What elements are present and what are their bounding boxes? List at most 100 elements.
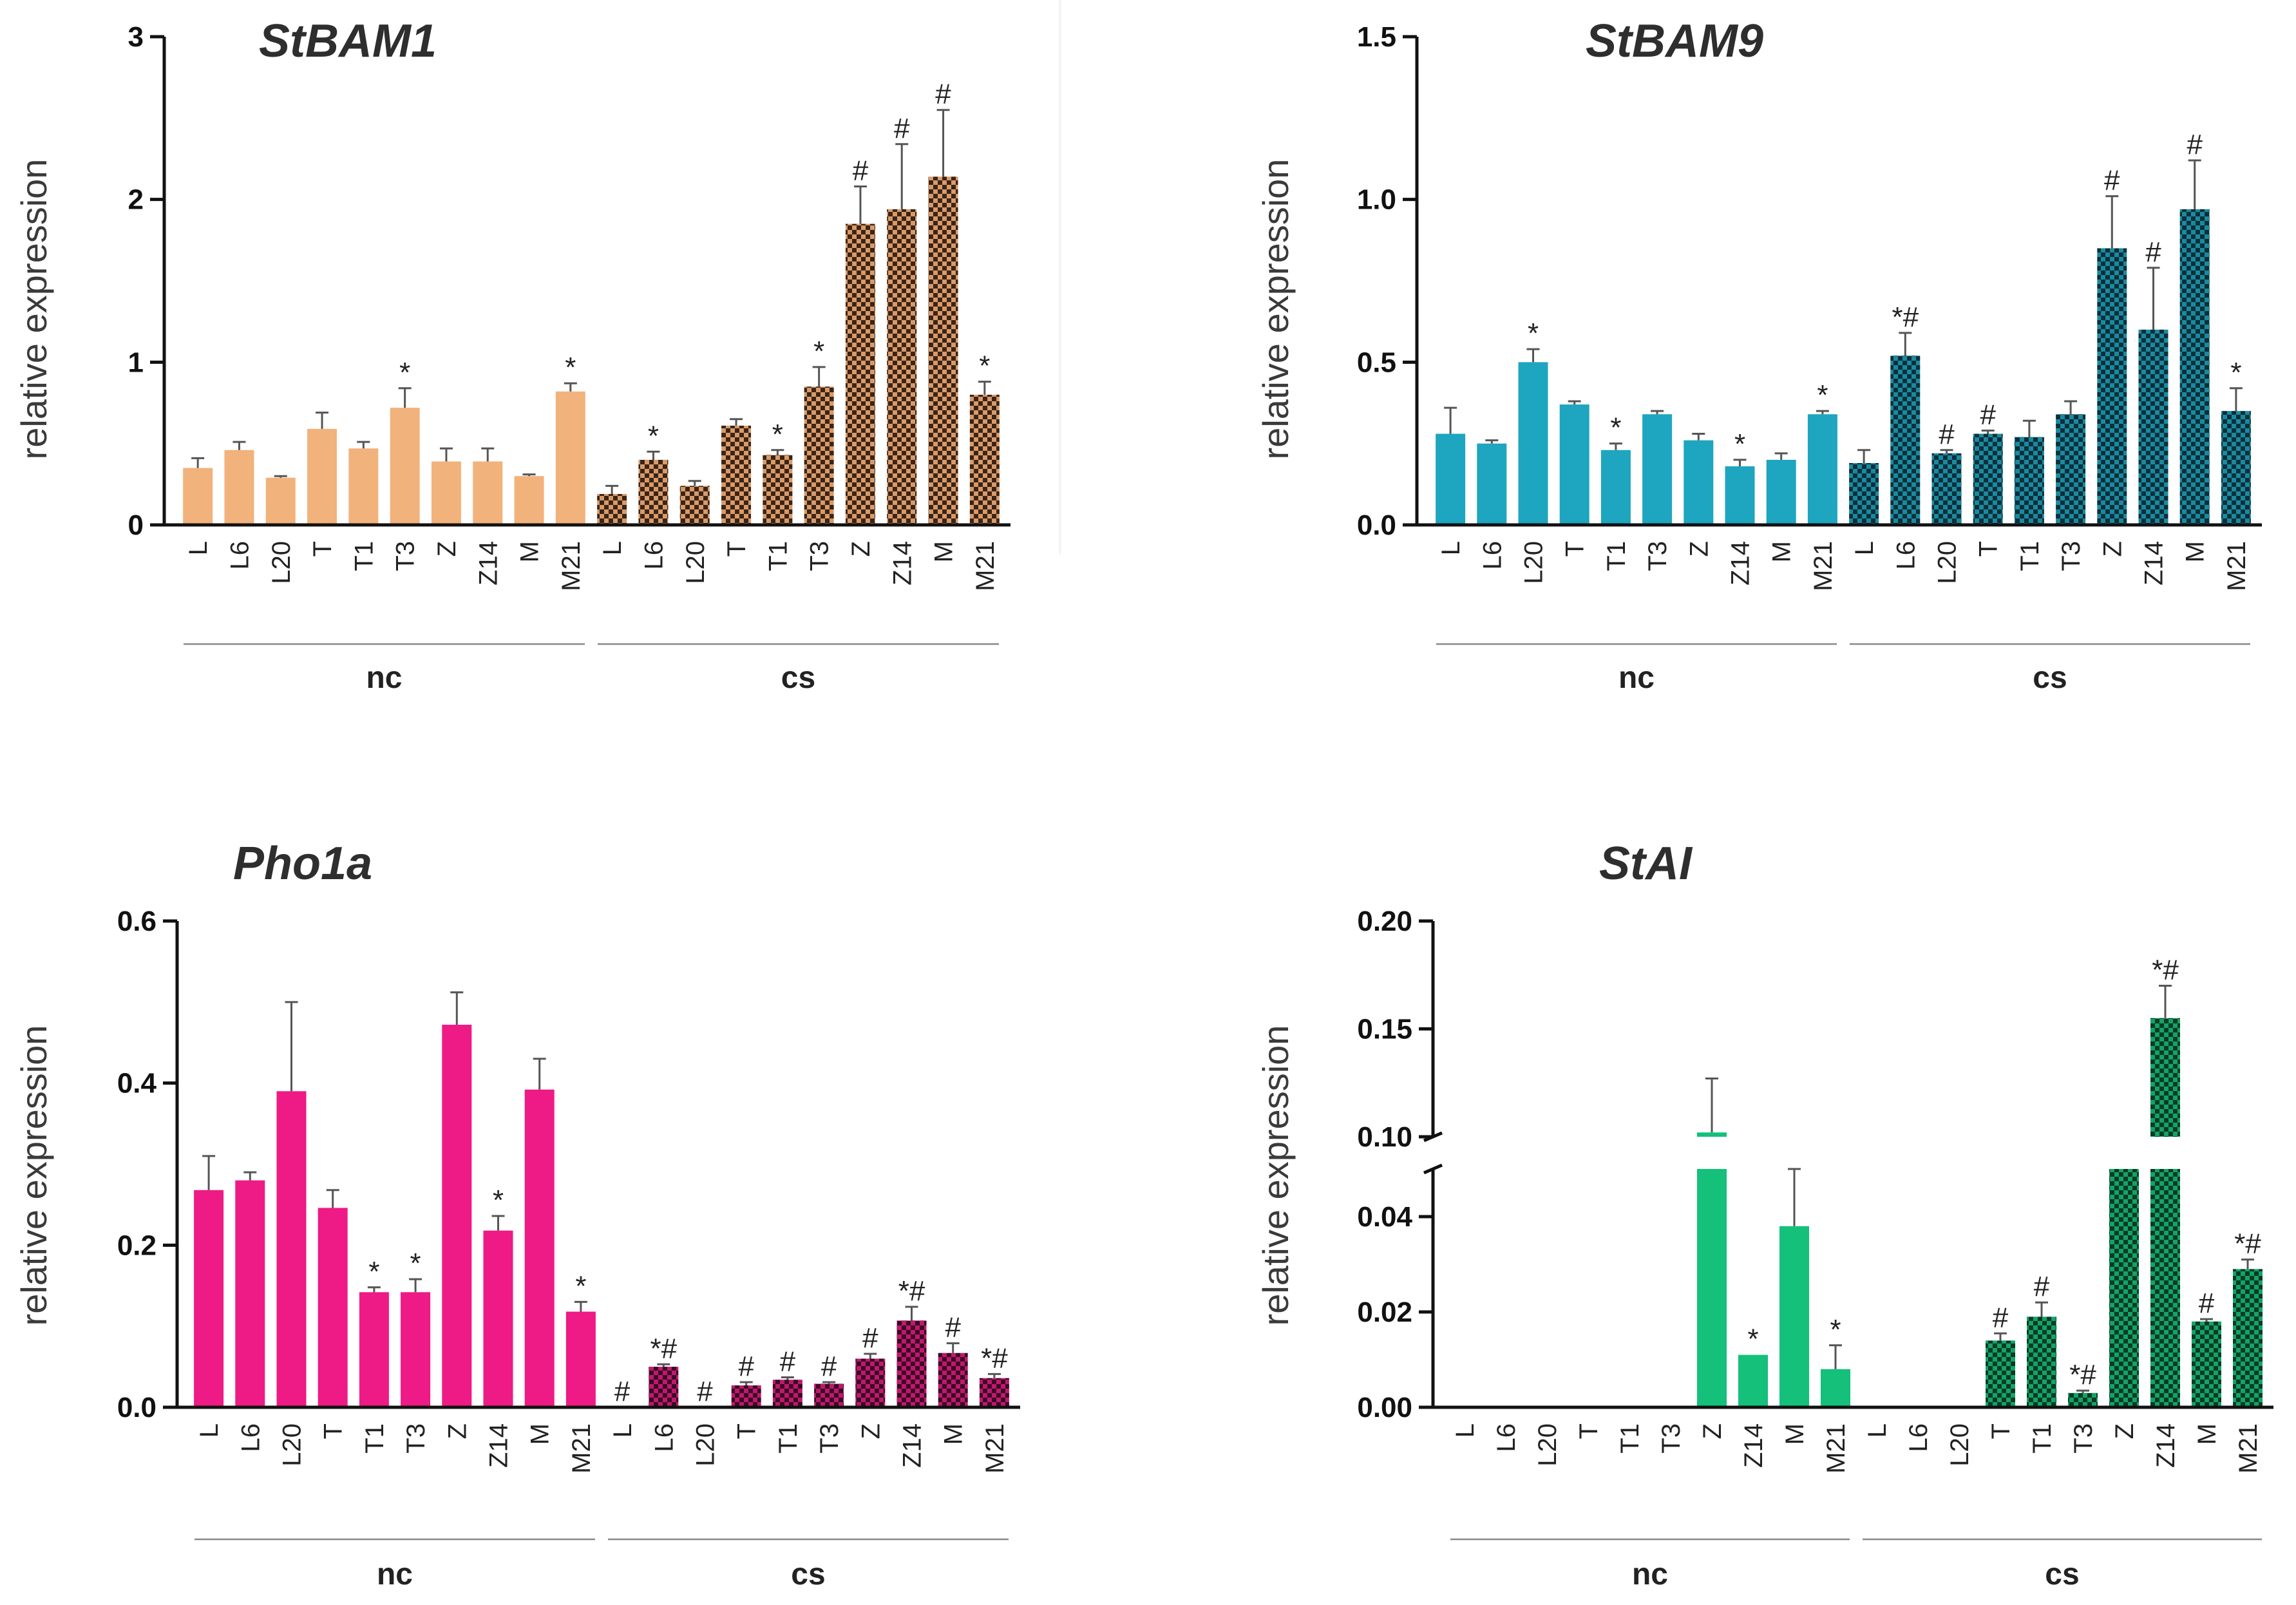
bar-cs-l6 [649, 1367, 679, 1407]
y-tick-label: 0.15 [1357, 1014, 1412, 1045]
significance-mark: # [821, 1351, 837, 1382]
bar-nc-m21 [565, 1311, 596, 1407]
y-axis-label: relative expression [1255, 159, 1296, 460]
bar-nc-m [524, 1089, 555, 1407]
significance-mark: # [935, 79, 951, 110]
y-tick-label: 0.04 [1357, 1201, 1412, 1233]
bar-nc-m [1779, 1226, 1809, 1407]
y-tick-label: 0.2 [117, 1230, 157, 1261]
y-tick-label: 0.6 [117, 906, 157, 937]
x-tick-label: M21 [557, 541, 585, 591]
significance-mark: * [410, 1248, 421, 1279]
bar-nc-t [1559, 404, 1589, 525]
x-tick-label: L [184, 541, 213, 555]
x-tick-label: L6 [1904, 1423, 1933, 1452]
x-tick-label: Z14 [1727, 541, 1755, 585]
x-tick-label: M [1768, 541, 1796, 562]
y-tick-label: 0.20 [1357, 906, 1412, 937]
bar-nc-z [442, 1025, 472, 1407]
bar-nc-z14 [483, 1230, 513, 1407]
x-tick-label: M [516, 541, 544, 562]
x-tick-label: L [1437, 541, 1465, 555]
x-tick-label: T3 [815, 1423, 844, 1454]
bar-nc-z14 [1738, 1354, 1768, 1407]
bar-cs-t1 [763, 455, 793, 525]
x-tick-label: T [723, 541, 751, 556]
bar-cs-m [938, 1353, 968, 1407]
x-tick-label: L [195, 1423, 223, 1438]
significance-mark: * [1734, 428, 1745, 460]
x-tick-label: T1 [1602, 541, 1631, 571]
y-tick-label: 2 [128, 184, 144, 216]
group-label-cs: cs [791, 1557, 825, 1591]
x-tick-label: L [1451, 1423, 1479, 1438]
bar-cs-t1 [772, 1380, 802, 1407]
significance-mark: * [493, 1184, 504, 1216]
x-tick-label: Z14 [1740, 1423, 1768, 1468]
bar-nc-t3 [401, 1292, 431, 1407]
x-tick-label: Z [1685, 541, 1713, 556]
significance-mark: # [697, 1376, 713, 1407]
bar-nc-l6 [235, 1180, 265, 1407]
bar-cs-t [731, 1385, 761, 1407]
x-tick-label: T [1987, 1423, 2015, 1439]
significance-mark: *# [2234, 1228, 2261, 1260]
x-tick-label: T [1561, 541, 1589, 556]
significance-mark: *# [898, 1275, 925, 1307]
bar-cs-l20 [679, 486, 710, 525]
x-tick-label: Z14 [474, 541, 502, 585]
group-label-nc: nc [1632, 1557, 1668, 1591]
bar-cs-z14 [887, 209, 917, 525]
bar-cs-l [597, 493, 627, 525]
significance-mark: * [648, 420, 659, 451]
significance-mark: * [1817, 379, 1828, 411]
chart-title-pho1a: Pho1a [233, 838, 372, 889]
significance-mark: # [2145, 236, 2161, 268]
significance-mark: # [2199, 1287, 2215, 1319]
significance-mark: # [2034, 1271, 2050, 1302]
x-tick-label: M21 [1809, 541, 1837, 591]
x-tick-label: L6 [640, 541, 668, 570]
x-tick-label: Z [1698, 1423, 1727, 1439]
bar-nc-l6 [1477, 443, 1507, 525]
x-tick-label: T1 [361, 1423, 389, 1454]
x-tick-label: L20 [681, 541, 710, 584]
x-tick-label: T1 [2016, 541, 2044, 571]
significance-mark: * [565, 352, 576, 383]
chart-panel-stbam9: StBAM9 relative expression 0.0 0.5 1.0 1.5 L L6… [1255, 15, 2262, 695]
significance-mark: # [894, 113, 910, 144]
x-tick-label: T [1975, 541, 2003, 556]
significance-mark: * [979, 350, 990, 382]
x-tick-label: L20 [692, 1423, 720, 1467]
significance-mark: *# [1892, 301, 1919, 333]
bar-nc-l20 [265, 477, 296, 525]
bar-cs-z [845, 223, 875, 525]
y-tick-label: 0.02 [1357, 1296, 1412, 1328]
group-label-cs: cs [781, 661, 815, 695]
x-tick-label: L20 [1533, 1423, 1562, 1467]
bar-nc-l6 [224, 450, 254, 525]
significance-mark: * [368, 1256, 379, 1287]
bar-nc-m [514, 476, 544, 525]
bar-cs-m21 [979, 1378, 1009, 1407]
x-tick-label: M [1781, 1423, 1809, 1445]
x-tick-label: M21 [2223, 541, 2251, 591]
significance-mark: * [399, 357, 410, 388]
group-label-nc: nc [377, 1557, 413, 1591]
bar-cs-t3 [814, 1383, 844, 1407]
x-tick-label: T1 [2028, 1423, 2056, 1454]
x-tick-label: M21 [981, 1423, 1009, 1474]
significance-mark: # [1980, 399, 1996, 430]
x-tick-label: L6 [1478, 541, 1506, 570]
x-tick-label: L6 [225, 541, 254, 570]
bar-cs-m [2192, 1321, 2221, 1407]
x-tick-label: Z14 [485, 1423, 513, 1468]
significance-mark: # [862, 1322, 878, 1354]
x-tick-label: M21 [971, 541, 1000, 591]
group-label-cs: cs [2033, 661, 2067, 695]
y-tick-label: 0.10 [1357, 1121, 1412, 1153]
bar-cs-z14 [897, 1320, 927, 1407]
bar-cs-m [2179, 209, 2210, 525]
x-tick-label: Z [2111, 1423, 2139, 1439]
x-tick-label: L [1850, 541, 1879, 555]
